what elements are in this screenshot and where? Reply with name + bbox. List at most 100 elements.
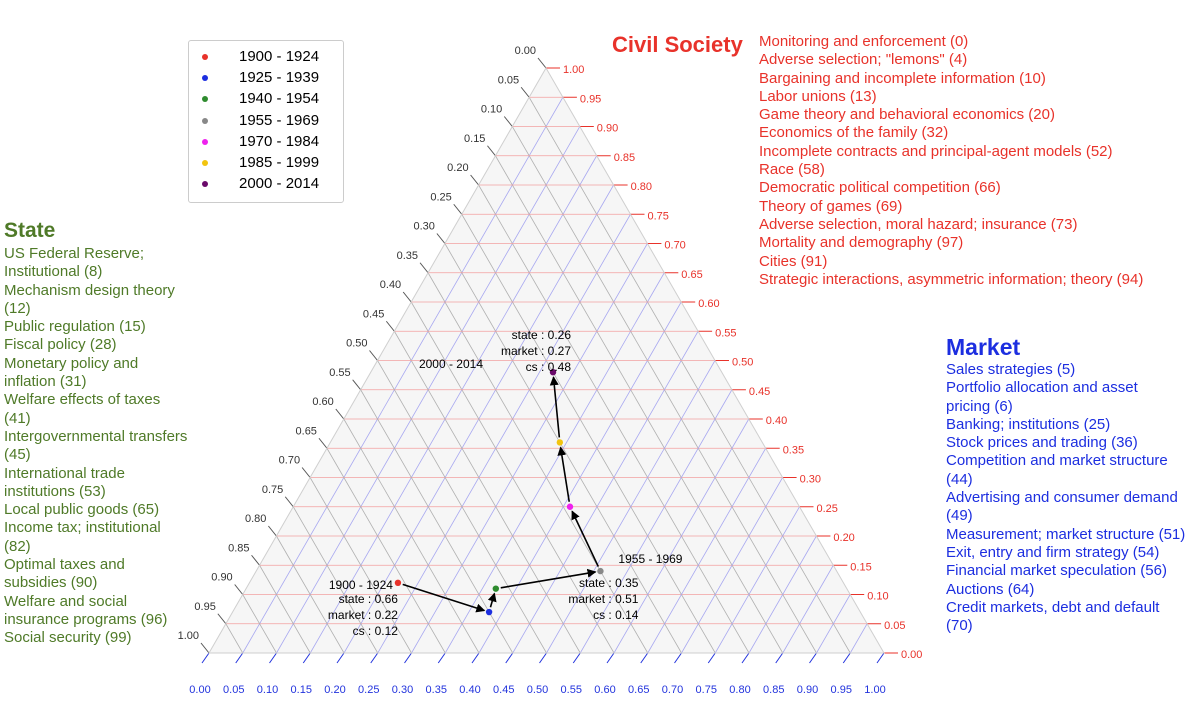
market-topic-item: Portfolio allocation and asset pricing (… bbox=[946, 379, 1138, 415]
right-tick-label: 0.60 bbox=[698, 298, 719, 310]
annotation-value: state : 0.66 bbox=[339, 592, 399, 606]
left-tick-label: 0.30 bbox=[413, 221, 434, 233]
grid-line-state bbox=[242, 594, 277, 654]
data-point bbox=[492, 585, 500, 592]
left-tick-label: 0.75 bbox=[262, 484, 283, 496]
right-tick-label: 0.75 bbox=[648, 210, 669, 222]
left-tick-label: 0.40 bbox=[380, 279, 401, 291]
left-tick bbox=[436, 233, 446, 244]
bottom-tick bbox=[876, 652, 885, 664]
grid-line-market bbox=[444, 272, 665, 654]
grid-line-market bbox=[849, 623, 868, 654]
bottom-tick-label: 1.00 bbox=[864, 684, 885, 696]
legend-label: 1940 - 1954 bbox=[239, 90, 320, 108]
civil-society-topic-item: Mortality and demography (97) bbox=[759, 234, 964, 252]
bottom-tick bbox=[505, 652, 514, 664]
legend-item: 1955 - 1969 bbox=[189, 111, 339, 132]
state-topic-list: US Federal Reserve; Institutional (8) Mec… bbox=[4, 245, 189, 648]
grid-line-state bbox=[259, 565, 311, 654]
bottom-tick-label: 0.20 bbox=[324, 684, 345, 696]
trajectory-arrow bbox=[557, 446, 571, 502]
grid-line-state bbox=[495, 155, 784, 654]
grid-line-state bbox=[360, 389, 514, 654]
bottom-tick bbox=[842, 652, 851, 664]
civil-society-topic-item: Incomplete contracts and principal-agent… bbox=[759, 142, 1113, 160]
market-topic-item: Advertising and consumer demand (49) bbox=[946, 489, 1178, 525]
grid-line-market bbox=[816, 594, 851, 654]
bottom-tick bbox=[809, 652, 817, 664]
left-tick-label: 0.95 bbox=[194, 601, 215, 613]
legend-label: 1955 - 1969 bbox=[239, 111, 320, 129]
civil-society-topic-item: Economics of the family (32) bbox=[759, 124, 949, 142]
left-tick bbox=[251, 554, 260, 566]
data-point bbox=[556, 439, 564, 446]
state-topic-item: Mechanism design theory (12) bbox=[4, 281, 175, 317]
right-tick-label: 0.45 bbox=[749, 386, 770, 398]
grid-line-market bbox=[748, 535, 817, 654]
bottom-tick bbox=[775, 652, 784, 664]
bottom-tick bbox=[201, 652, 210, 664]
bottom-tick bbox=[640, 652, 649, 664]
left-tick bbox=[419, 262, 429, 274]
bottom-tick bbox=[471, 652, 480, 664]
grid-line-state bbox=[377, 360, 547, 654]
left-tick-label: 0.90 bbox=[211, 572, 232, 584]
right-tick-label: 0.95 bbox=[580, 93, 601, 105]
legend-label: 2000 - 2014 bbox=[239, 175, 320, 193]
right-tick-label: 0.15 bbox=[850, 561, 871, 573]
right-tick-label: 0.30 bbox=[800, 474, 821, 486]
data-point bbox=[566, 503, 574, 510]
legend-marker bbox=[202, 160, 208, 166]
left-tick bbox=[301, 467, 311, 478]
left-tick-label: 0.35 bbox=[397, 250, 418, 262]
market-topic-list: Sales strategies (5) Portfolio allocation… bbox=[946, 361, 1186, 635]
state-topic-item: US Federal Reserve; Institutional (8) bbox=[4, 245, 145, 281]
right-tick-label: 0.80 bbox=[631, 181, 652, 193]
grid-line-market bbox=[714, 506, 800, 654]
right-tick-label: 0.40 bbox=[766, 415, 787, 427]
grid-line-market bbox=[377, 214, 631, 654]
trajectory-arrow bbox=[402, 583, 486, 613]
left-tick bbox=[335, 408, 345, 420]
annotation-value: market : 0.51 bbox=[568, 592, 638, 606]
civil-society-topic-item: Strategic interactions, asymmetric infor… bbox=[759, 270, 1144, 288]
right-tick-label: 0.05 bbox=[884, 620, 905, 632]
left-tick bbox=[268, 525, 277, 537]
legend-label: 1900 - 1924 bbox=[239, 48, 320, 65]
grid-line-state bbox=[309, 477, 412, 654]
bottom-tick-label: 0.60 bbox=[594, 684, 615, 696]
civil-society-topic-item: Bargaining and incomplete information (1… bbox=[759, 69, 1046, 87]
left-tick bbox=[352, 379, 362, 391]
state-topic-item: Income tax; institutional (82) bbox=[4, 519, 161, 555]
bottom-tick-label: 0.70 bbox=[662, 684, 683, 696]
data-point bbox=[394, 579, 402, 586]
left-tick-label: 0.10 bbox=[481, 104, 502, 116]
market-topic-item: Sales strategies (5) bbox=[946, 361, 1076, 378]
bottom-tick-label: 0.95 bbox=[831, 684, 852, 696]
bottom-tick bbox=[707, 652, 716, 664]
left-tick-label: 0.60 bbox=[312, 396, 333, 408]
legend-item: 1970 - 1984 bbox=[189, 132, 339, 153]
legend-item: 1925 - 1939 bbox=[189, 68, 339, 89]
bottom-tick-label: 0.75 bbox=[696, 684, 717, 696]
bottom-tick-label: 0.25 bbox=[358, 684, 379, 696]
left-tick-label: 0.80 bbox=[245, 513, 266, 525]
civil-society-panel: Monitoring and enforcement (0) Adverse se… bbox=[759, 33, 1199, 289]
right-tick-label: 0.35 bbox=[783, 444, 804, 456]
left-tick bbox=[318, 437, 328, 449]
left-tick-label: 0.85 bbox=[228, 542, 249, 554]
bottom-tick-label: 0.65 bbox=[628, 684, 649, 696]
bottom-tick bbox=[437, 652, 446, 664]
left-tick-label: 0.05 bbox=[498, 74, 519, 86]
right-tick-label: 0.50 bbox=[732, 357, 753, 369]
civil-society-topic-item: Monitoring and enforcement (0) bbox=[759, 33, 969, 50]
bottom-tick-label: 0.55 bbox=[561, 684, 582, 696]
bottom-tick-label: 0.90 bbox=[797, 684, 818, 696]
grid-line-market bbox=[647, 448, 767, 654]
legend-item: 2000 - 2014 bbox=[189, 174, 339, 195]
market-title: Market bbox=[946, 334, 1021, 360]
right-tick-label: 0.90 bbox=[597, 123, 618, 135]
left-tick bbox=[487, 145, 496, 157]
bottom-tick-label: 0.30 bbox=[392, 684, 413, 696]
left-tick bbox=[234, 584, 244, 595]
